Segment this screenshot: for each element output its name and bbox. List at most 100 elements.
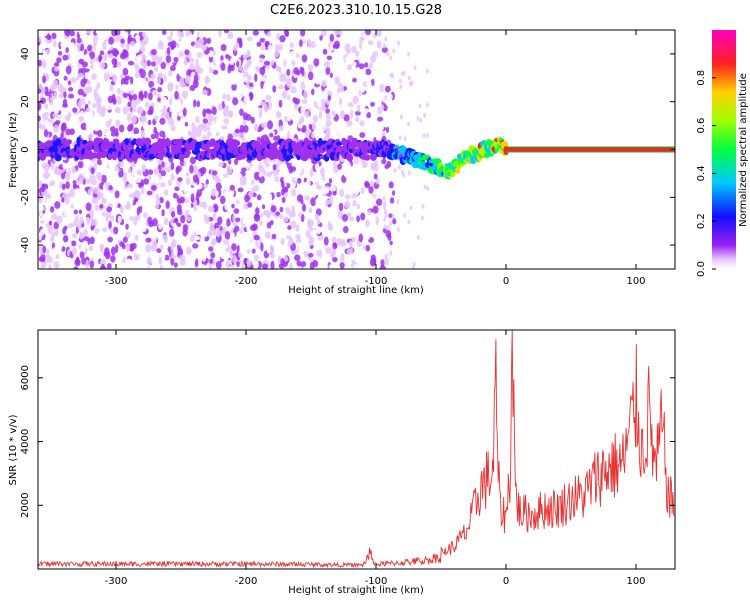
spectrogram-cell (145, 244, 152, 253)
spectrogram-cell (232, 213, 236, 223)
spectrogram-cell (89, 59, 95, 65)
spectrogram-cell (339, 188, 345, 198)
spectrogram-cell (236, 260, 240, 268)
spectrogram-cell (71, 247, 78, 256)
spectrogram-cell (303, 89, 308, 99)
spectrogram-cell (339, 262, 345, 269)
spectrogram-cell (147, 119, 152, 126)
spectrogram-cell (359, 132, 366, 138)
snr-line-series (38, 330, 675, 569)
spectrogram-cell (295, 166, 303, 174)
spectrogram-cell (168, 69, 173, 77)
spectrogram-cell (141, 259, 146, 269)
spectrogram-cell (326, 55, 333, 61)
spectrogram-cell (316, 184, 322, 190)
spectrogram-cell (356, 215, 361, 223)
spectrogram-cell (311, 132, 315, 139)
spectrogram-cell (352, 77, 357, 83)
spectrogram-cell (162, 105, 168, 114)
colorbar-tick-label: 0.8 (696, 70, 707, 86)
spectrogram-cell (134, 196, 139, 203)
spectrogram-cell (248, 191, 254, 198)
spectrogram-cell (325, 60, 331, 67)
spectrogram-cell (169, 30, 174, 37)
spectrogram-cell (104, 247, 110, 255)
spectrogram-cell (160, 170, 167, 177)
spectrogram-cell (211, 188, 216, 197)
spectrogram-cell (359, 120, 365, 127)
spectrogram-cell (93, 50, 100, 60)
spectrogram-cell (53, 261, 60, 269)
spectrogram-cell (135, 98, 141, 104)
spectrogram-cell (85, 107, 91, 113)
spectrogram-cell (244, 76, 248, 83)
y-tick-label: 40 (20, 48, 31, 61)
spectrogram-cell (364, 107, 369, 114)
spectrogram-cell (230, 76, 237, 86)
spectrogram-cell (38, 121, 42, 129)
spectrogram-cell (137, 199, 144, 207)
spectrogram-cell (330, 129, 338, 138)
spectrogram-cell (218, 30, 222, 38)
spectrogram-cell (179, 82, 186, 88)
spectrogram-cell (164, 254, 170, 261)
spectrogram-cell (42, 75, 47, 84)
spectrogram-cell (39, 216, 45, 222)
spectrogram-cell (179, 31, 185, 38)
spectrogram-cell (101, 263, 105, 269)
spectrogram-cell (179, 258, 186, 266)
spectrogram-cell (65, 128, 72, 136)
spectrogram-cell (64, 197, 70, 205)
spectrogram-signal-cell (66, 139, 72, 145)
spectrogram-cell (46, 248, 50, 255)
y-tick-label: 0 (20, 146, 31, 152)
spectrogram-cell (370, 162, 375, 171)
spectrogram-cell (50, 174, 55, 181)
spectrogram-cell (258, 108, 263, 118)
spectrogram-cell (270, 205, 277, 213)
spectrogram-cell (38, 35, 42, 42)
spectrogram-cell (210, 94, 215, 101)
spectrogram-cell (73, 69, 78, 75)
spectrogram-signal-cell (166, 139, 172, 147)
spectrogram-cell (208, 173, 213, 184)
spectrogram-cell (114, 182, 119, 192)
spectrogram-cell (128, 193, 134, 199)
spectrogram-cell (193, 74, 199, 84)
y-tick-label: 20 (20, 95, 31, 108)
spectrogram-cell (238, 252, 243, 258)
spectrogram-cell (237, 187, 244, 193)
spectrogram-cell (279, 35, 286, 43)
spectrogram-cell (122, 257, 127, 264)
spectrogram-cell (280, 131, 288, 140)
spectrogram-cell (383, 216, 387, 222)
spectrogram-cell (170, 125, 176, 132)
spectrogram-cell (90, 178, 98, 186)
spectrogram-cell (316, 218, 321, 225)
spectrogram-cell (247, 202, 253, 208)
spectrogram-cell (115, 119, 121, 127)
spectrogram-cell (389, 55, 393, 61)
spectrogram-cell (73, 188, 81, 196)
spectrogram-signal-cell (369, 153, 377, 161)
spectrogram-cell (227, 122, 232, 129)
spectrogram-cell (258, 165, 265, 173)
spectrogram-cell (150, 61, 157, 67)
spectrogram-cell (153, 126, 158, 134)
spectrogram-cell (337, 210, 344, 220)
bottom-x-axis-label: Height of straight line (km) (288, 585, 424, 596)
spectrogram-cell (407, 75, 411, 81)
spectrogram-cell (129, 41, 136, 47)
spectrogram-cell (214, 189, 219, 198)
spectrogram-cell (254, 49, 260, 58)
spectrogram-cell (287, 94, 291, 101)
spectrogram-cell (182, 184, 187, 194)
top-y-axis-label: Frequency (Hz) (8, 112, 19, 188)
spectrogram-cell (286, 201, 290, 207)
spectrogram-cell (62, 183, 66, 190)
spectrogram-cell (67, 87, 74, 92)
spectrogram-cell (368, 180, 374, 187)
spectrogram-cell (286, 82, 292, 88)
spectrogram-cell (206, 197, 211, 204)
spectrogram-cell (332, 185, 337, 192)
